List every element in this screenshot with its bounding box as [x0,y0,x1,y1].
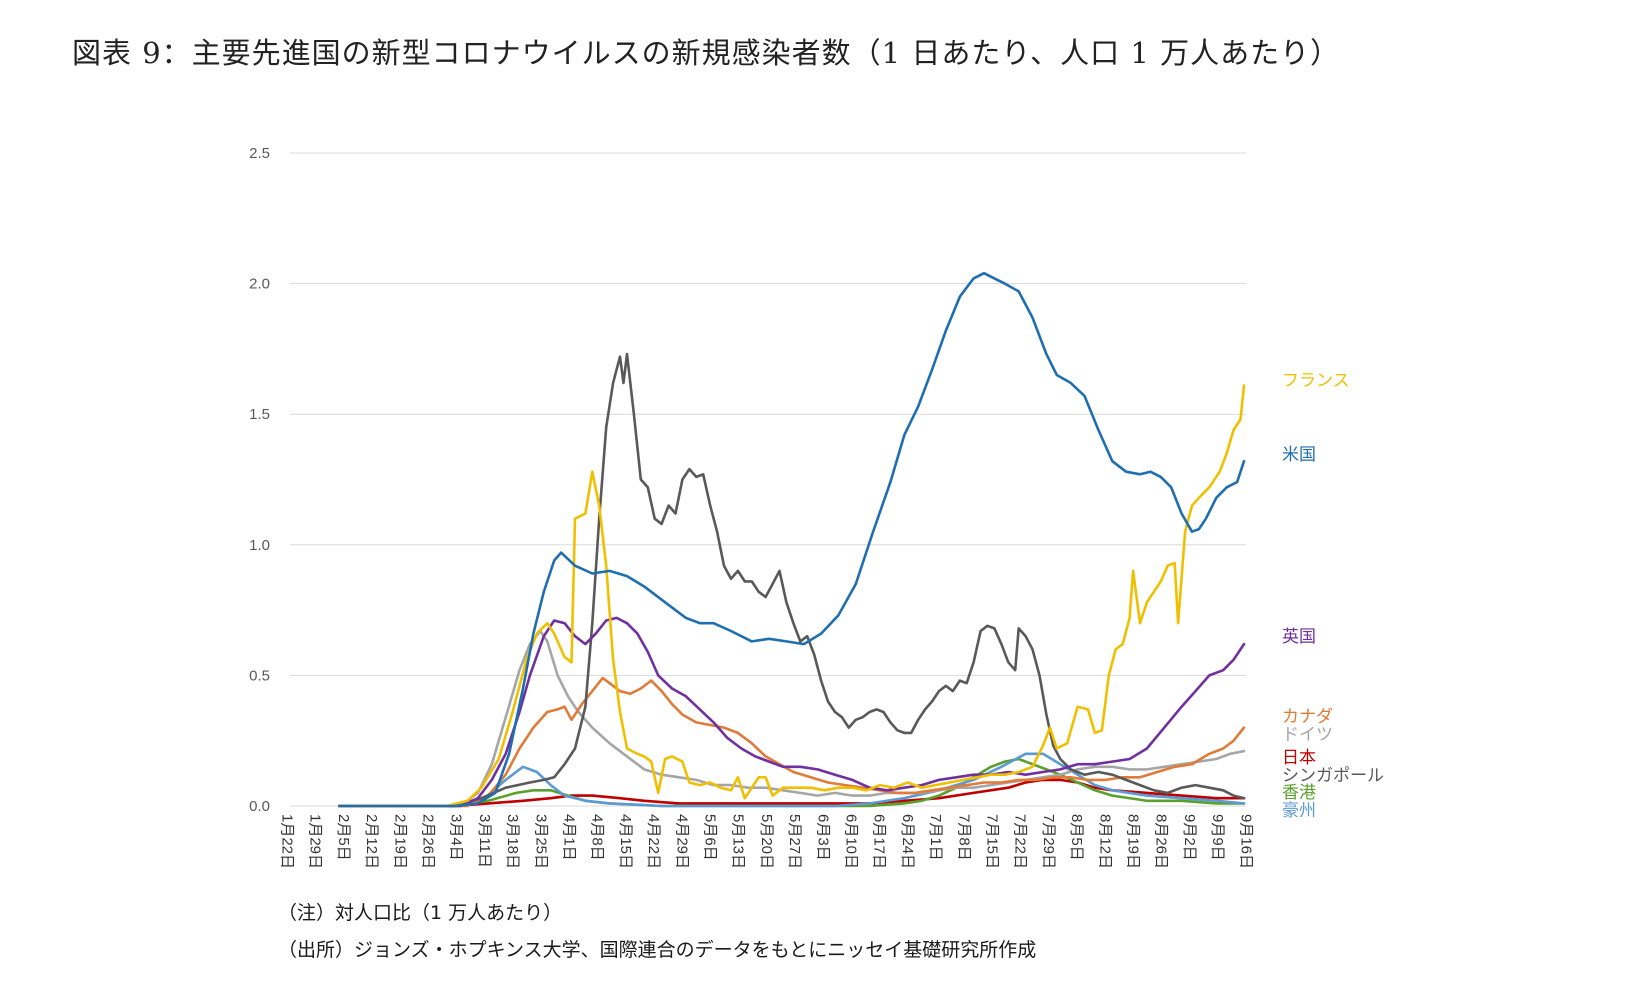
x-tick-label: 6月24日 [899,814,916,869]
series-label: 米国 [1282,445,1316,464]
y-axis-tick-labels: 0.0 0.5 1.0 1.5 2.0 2.5 [249,145,270,815]
x-tick-label: 5月27日 [786,814,803,869]
source-text: （出所）ジョンズ・ホプキンス大学、国際連合のデータをもとにニッセイ基礎研究所作成 [278,939,1037,961]
x-tick-label: 8月19日 [1125,814,1142,869]
x-tick-label: 3月25日 [532,814,549,869]
x-tick-label: 7月22日 [1012,814,1029,869]
x-tick-label: 8月26日 [1153,814,1170,869]
series-label: 豪州 [1282,800,1316,820]
x-tick-label: 4月29日 [673,814,690,869]
series-lines [338,271,1246,808]
x-tick-label: 7月29日 [1040,814,1057,869]
x-tick-label: 8月5日 [1068,814,1085,861]
x-tick-label: 5月13日 [730,814,747,869]
x-tick-label: 8月12日 [1096,814,1113,869]
x-tick-label: 9月16日 [1237,814,1254,869]
note-text: （注）対人口比（1 万人あたり） [278,902,563,924]
x-tick-label: 2月26日 [420,814,437,869]
series-label: フランス [1282,371,1350,390]
x-tick-label: 6月3日 [814,814,831,861]
x-tick-label: 9月2日 [1181,814,1198,861]
series-line [338,752,1246,808]
x-tick-label: 3月11日 [476,814,493,868]
y-tick-label: 2.5 [249,145,270,162]
series-line [338,352,1246,808]
series-line [338,629,1246,808]
x-tick-label: 4月1日 [561,814,578,861]
series-label: 香港 [1282,783,1316,802]
x-tick-label: 7月15日 [984,814,1001,869]
gridlines [290,152,1246,807]
series-label: シンガポール [1282,766,1384,785]
x-tick-label: 1月22日 [279,814,296,869]
x-tick-label: 4月8日 [589,814,606,861]
x-tick-label: 5月6日 [702,814,719,861]
y-tick-label: 0.5 [249,667,270,684]
x-tick-label: 2月12日 [363,814,380,869]
x-tick-label: 2月5日 [335,814,352,861]
x-tick-label: 7月8日 [955,814,972,861]
y-tick-label: 0.0 [249,798,270,815]
series-label: 日本 [1282,748,1316,767]
series-line [338,616,1246,808]
x-tick-label: 9月9日 [1209,814,1226,861]
x-tick-label: 5月20日 [758,814,775,869]
series-label: ドイツ [1282,725,1333,744]
series-label: カナダ [1282,707,1333,726]
x-tick-label: 4月15日 [617,814,634,869]
x-tick-label: 6月17日 [871,814,888,869]
y-tick-label: 1.0 [249,537,270,554]
series-line [338,757,1246,808]
y-tick-label: 1.5 [249,406,270,423]
x-tick-label: 1月29日 [307,814,324,869]
figure-title: 図表 9：主要先進国の新型コロナウイルスの新規感染者数（1 日あたり、人口 1 … [72,36,1341,70]
series-label: 英国 [1282,627,1316,646]
x-tick-label: 3月4日 [448,814,465,861]
x-tick-label: 7月1日 [927,814,944,861]
x-tick-label: 2月19日 [391,814,408,869]
y-tick-label: 2.0 [249,276,270,293]
x-axis-tick-labels: 1月22日 1月29日 2月5日 2月12日 2月19日 2月26日 3月4日 3月11日 3月… [279,814,1255,869]
x-tick-label: 6月10日 [843,814,860,869]
x-tick-label: 3月18日 [504,814,521,869]
x-tick-label: 4月22日 [645,814,662,869]
series-line [338,384,1246,808]
series-line [338,271,1246,808]
